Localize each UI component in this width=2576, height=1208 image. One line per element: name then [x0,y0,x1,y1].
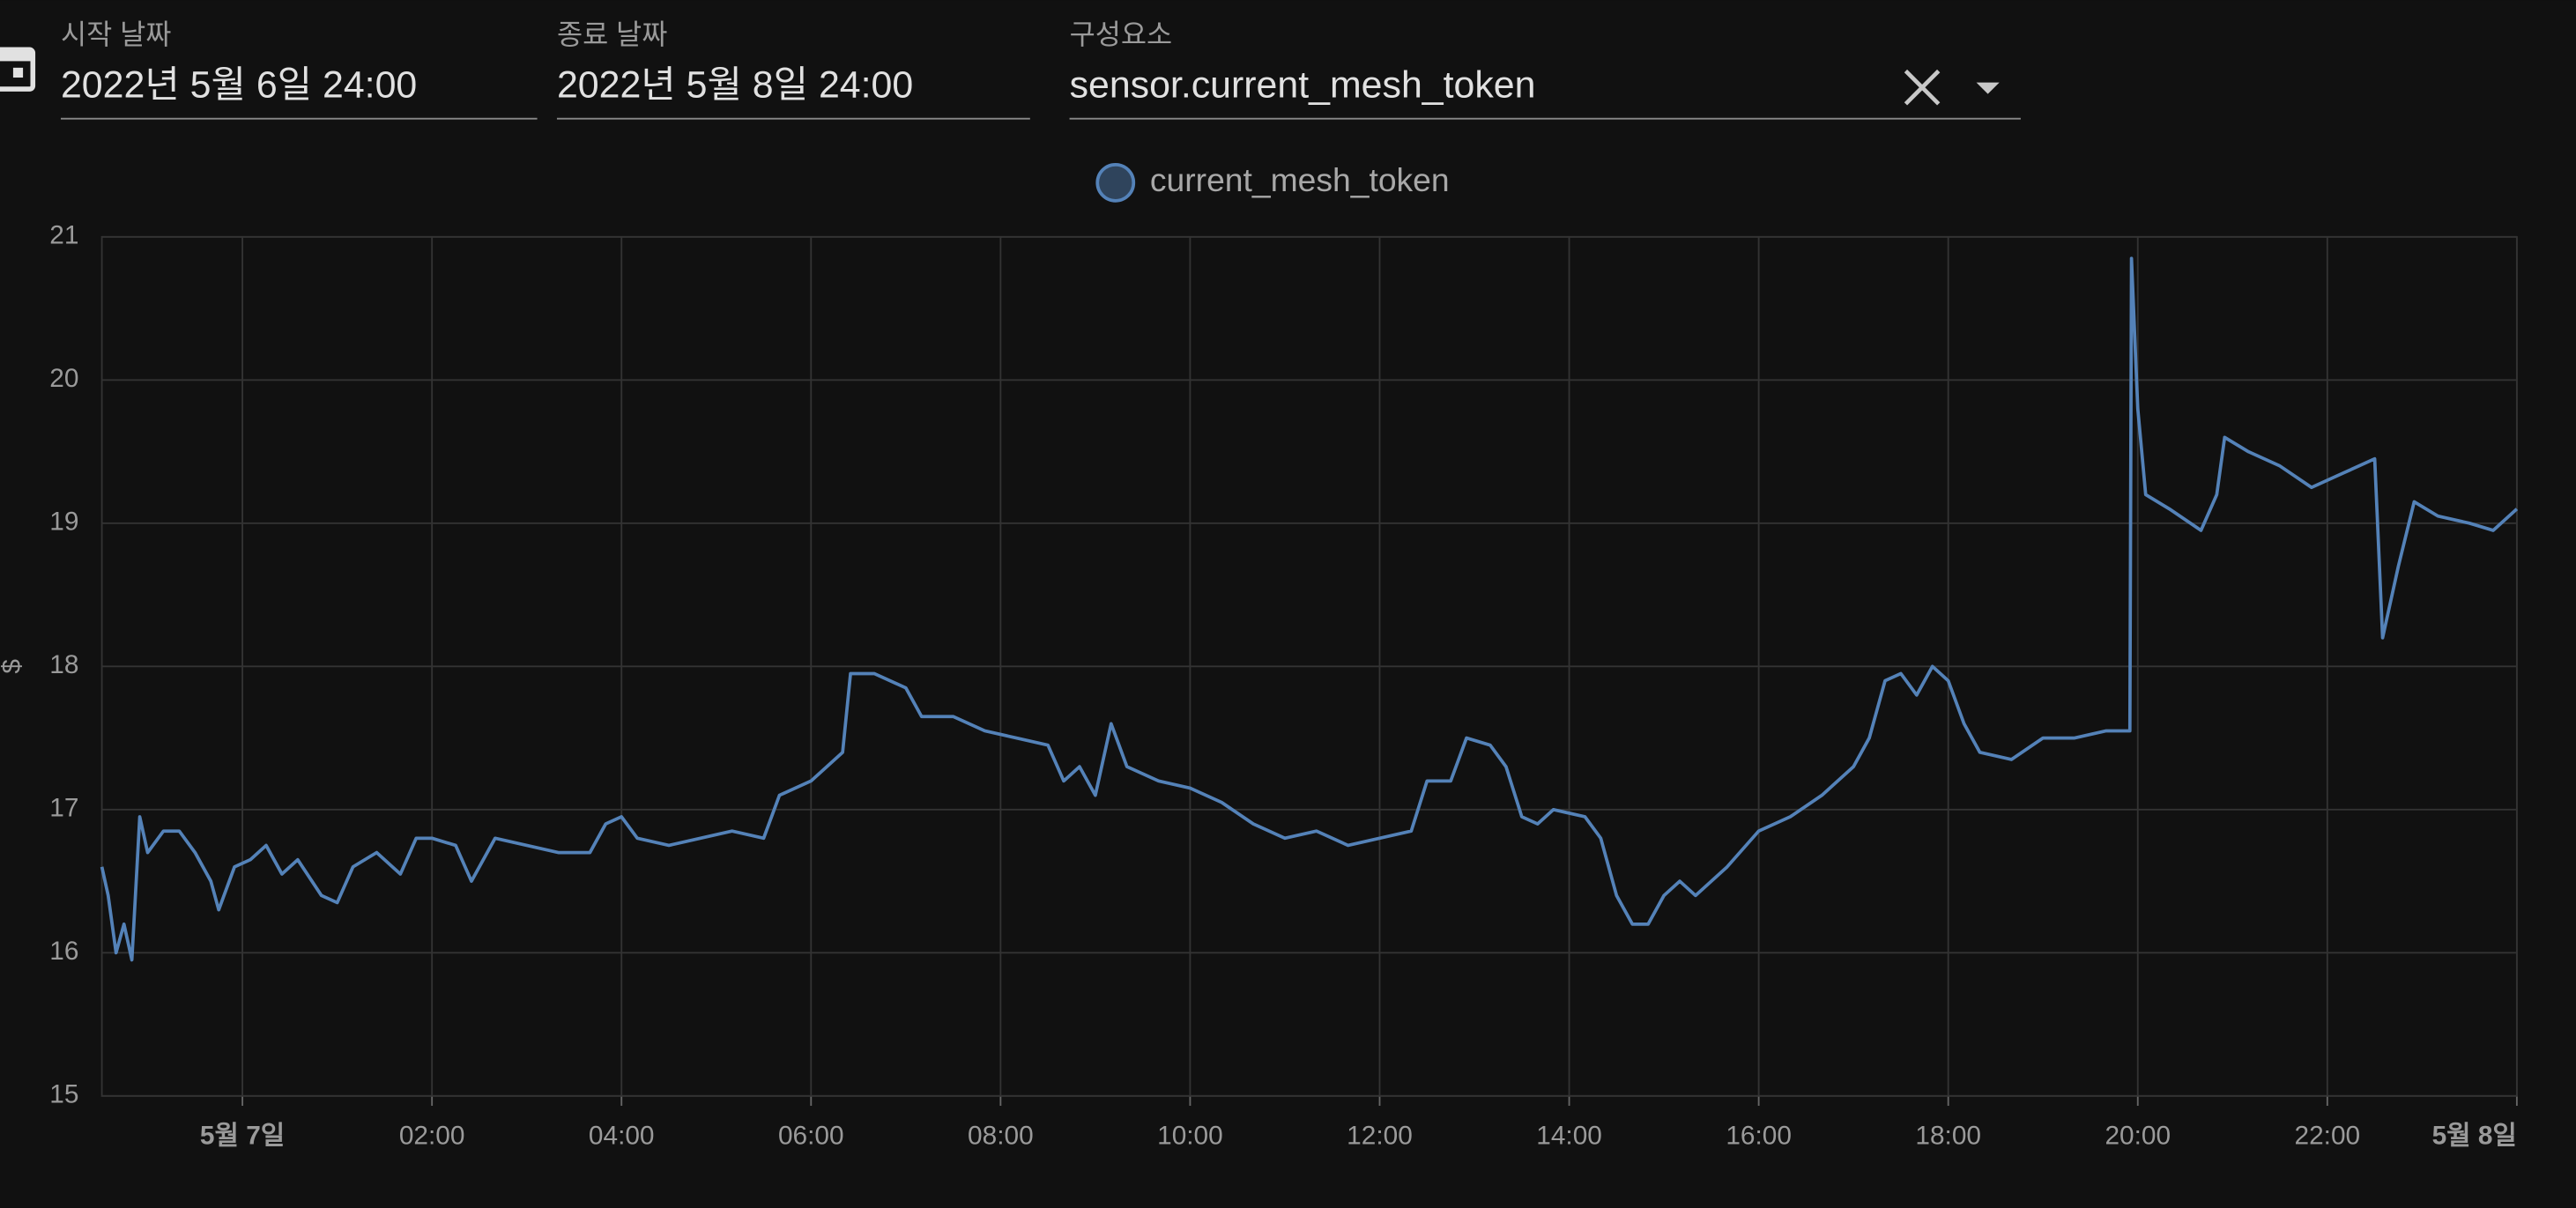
x-tick-label: 16:00 [1726,1121,1792,1150]
start-date-field[interactable]: 시작 날짜 2022년 5월 6일 24:00 [60,19,538,120]
x-tick-label: 02:00 [399,1121,465,1150]
field-label: 종료 날짜 [557,19,667,50]
y-tick-label: 21 [49,221,78,250]
x-tick-label: 06:00 [778,1121,844,1150]
plot-frame [100,235,2518,1097]
x-tick-label: 22:00 [2295,1121,2361,1150]
clear-button[interactable] [1904,69,1941,106]
dropdown-button[interactable] [1976,82,2000,94]
x-tick-label: 10:00 [1157,1121,1223,1150]
y-tick-label: 20 [49,364,78,393]
y-tick-label: 17 [49,794,78,823]
end-date-field[interactable]: 종료 날짜 2022년 5월 8일 24:00 [556,19,1030,120]
y-tick-label: 18 [49,650,78,679]
y-tick-label: 19 [49,508,78,537]
legend-swatch [1095,162,1136,203]
x-tick-label: 20:00 [2105,1121,2171,1150]
field-value[interactable]: sensor.current_mesh_token [1070,64,1536,107]
field-label: 구성요소 [1070,19,1173,50]
entity-field[interactable]: 구성요소 sensor.current_mesh_token [1069,19,2021,120]
x-tick-label: 5월 7일 [200,1121,285,1150]
field-value[interactable]: 2022년 5월 8일 24:00 [557,64,913,107]
field-value[interactable]: 2022년 5월 6일 24:00 [61,64,417,107]
legend-item[interactable]: current_mesh_token [1095,161,1450,203]
y-tick-label: 15 [49,1080,78,1109]
chart: 15 16 17 18 19 20 21 5월 7일 02:00 04:00 06:00 08:00 1… [0,161,2519,1150]
x-tick-label: 5월 8일 [2432,1121,2517,1150]
x-tick-label: 12:00 [1347,1121,1413,1150]
calendar-icon [0,47,36,92]
y-tick-label: 16 [49,937,78,966]
legend-label: current_mesh_token [1150,161,1450,198]
y-axis-label: $ [0,659,26,674]
field-label: 시작 날짜 [61,19,171,50]
data-line [100,256,2519,962]
x-tick-label: 18:00 [1915,1121,1981,1150]
x-tick-label: 08:00 [968,1121,1034,1150]
x-tick-label: 04:00 [589,1121,655,1150]
x-tick-label: 14:00 [1536,1121,1602,1150]
